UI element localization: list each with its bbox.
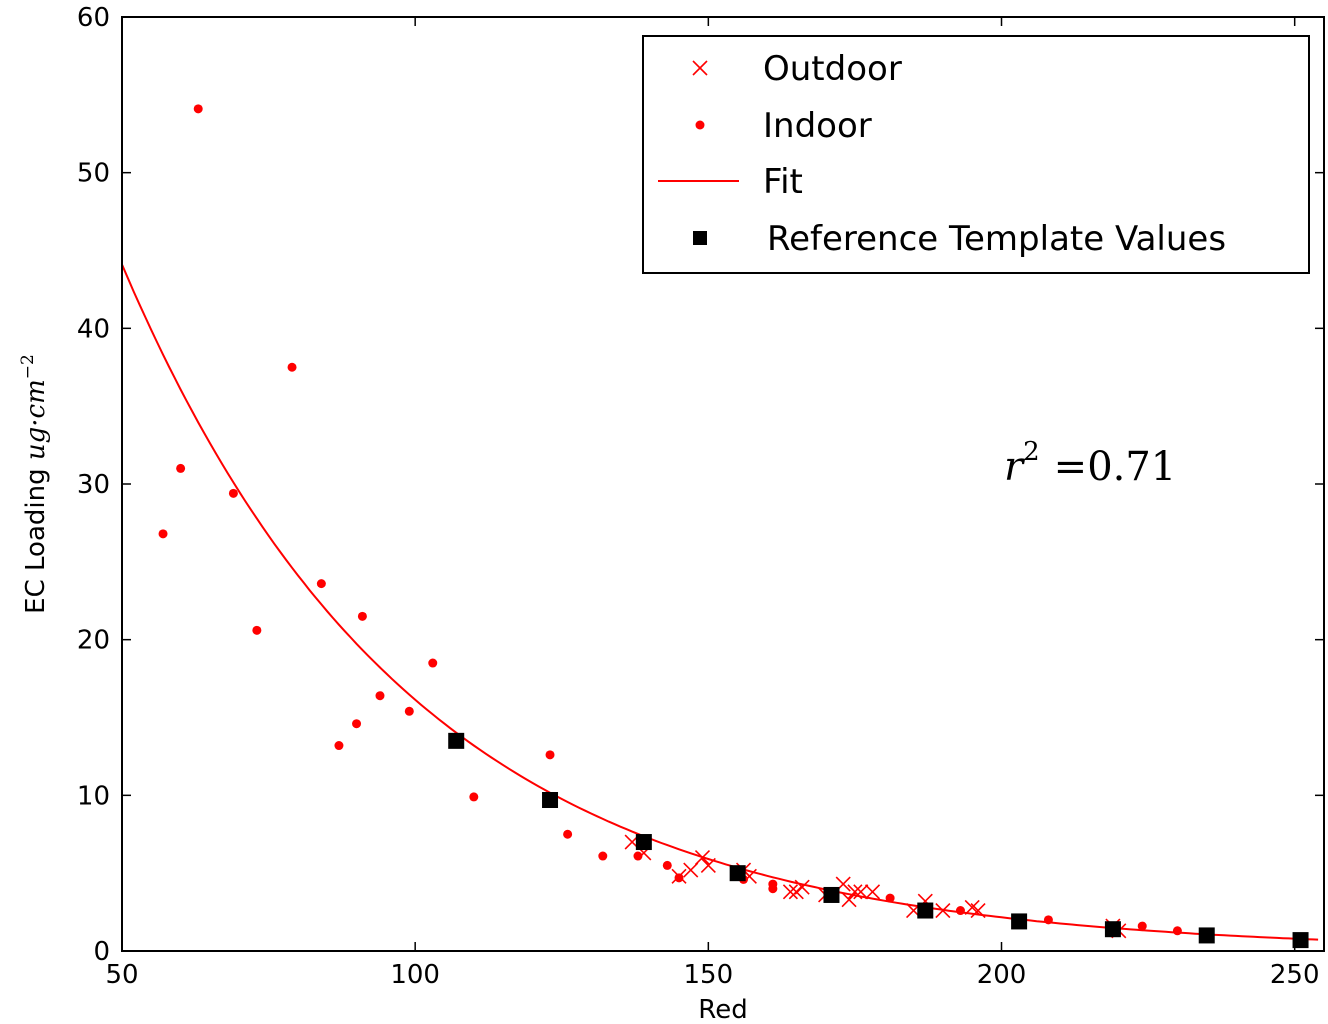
x-tick-label: 200 — [977, 960, 1027, 990]
x-tick-label: 50 — [105, 960, 138, 990]
outdoor-point — [935, 902, 951, 919]
reference-point — [635, 834, 652, 851]
legend: Outdoor Indoor Fit Reference Template Value… — [642, 35, 1310, 274]
legend-label: Fit — [763, 162, 803, 202]
outdoor-point — [853, 884, 869, 900]
outdoor-point — [841, 892, 857, 908]
indoor-point — [352, 719, 362, 729]
outdoor-point — [700, 857, 716, 873]
reference-point — [448, 732, 465, 749]
indoor-point — [252, 625, 262, 635]
indoor-point — [193, 104, 203, 114]
indoor-point — [545, 750, 555, 760]
outdoor-point — [782, 884, 798, 900]
x-tick-label: 150 — [684, 960, 734, 990]
y-axis-label-units: ug·cm — [21, 379, 51, 460]
legend-label: Outdoor — [763, 49, 902, 89]
y-axis-label: EC Loading ug·cm−2 — [18, 354, 51, 614]
indoor-point — [375, 691, 385, 701]
r-squared-value: =0.71 — [1054, 444, 1177, 490]
reference-point — [1198, 927, 1215, 944]
reference-point — [1011, 913, 1028, 930]
outdoor-point — [970, 902, 986, 919]
fit-curve — [121, 264, 1319, 941]
indoor-point — [768, 884, 778, 894]
tick-layer: 50 100 150 200 250 0 10 20 30 40 50 60 — [77, 3, 1324, 990]
indoor-point — [633, 851, 643, 861]
legend-reference-marker — [693, 231, 707, 245]
x-tick-label: 100 — [390, 960, 440, 990]
indoor-point — [176, 463, 186, 473]
y-axis-label-text: EC Loading — [21, 460, 51, 614]
reference-point — [823, 886, 840, 903]
outdoor-point — [794, 879, 810, 895]
indoor-point — [955, 906, 965, 916]
legend-outdoor-marker — [692, 60, 708, 76]
legend-label: Reference Template Values — [767, 219, 1226, 259]
legend-items: Outdoor Indoor Fit Reference Template Value… — [658, 49, 1226, 259]
indoor-point — [563, 829, 573, 839]
reference-point — [729, 865, 746, 882]
indoor-point — [404, 706, 414, 716]
x-axis-label: Red — [698, 995, 747, 1024]
reference-point — [542, 792, 559, 809]
reference-point — [1292, 932, 1309, 949]
y-tick-label: 50 — [77, 159, 110, 189]
indoor-point — [158, 529, 168, 539]
indoor-point — [228, 488, 238, 498]
outdoor-point — [864, 884, 881, 900]
r-squared-annotation: r2 =0.71 — [1004, 437, 1176, 490]
y-axis-label-exponent: −2 — [18, 354, 38, 379]
indoor-point — [357, 611, 367, 621]
indoor-point — [885, 893, 895, 903]
y-tick-label: 20 — [77, 626, 110, 656]
legend-indoor-marker — [695, 120, 705, 130]
indoor-point — [428, 658, 438, 668]
x-tick-label: 250 — [1270, 960, 1320, 990]
y-tick-label: 10 — [77, 781, 110, 811]
indoor-point — [1172, 926, 1182, 936]
data-layer — [121, 104, 1319, 949]
legend-box — [642, 35, 1310, 274]
indoor-point — [334, 741, 344, 751]
legend-label: Indoor — [763, 106, 872, 146]
indoor-point — [674, 873, 684, 883]
outdoor-point — [671, 868, 687, 884]
indoor-point — [469, 792, 479, 802]
indoor-point — [598, 851, 608, 861]
indoor-point — [1043, 915, 1053, 925]
reference-point — [917, 902, 934, 919]
indoor-point — [1137, 921, 1147, 931]
y-tick-label: 30 — [77, 470, 110, 500]
outdoor-point — [847, 884, 863, 900]
reference-point — [1104, 921, 1121, 938]
indoor-point — [316, 579, 326, 589]
y-tick-label: 60 — [77, 3, 110, 33]
r-exponent: 2 — [1023, 437, 1040, 467]
y-tick-label: 40 — [77, 314, 110, 344]
outdoor-point — [694, 850, 711, 866]
indoor-point — [662, 860, 672, 870]
outdoor-point — [683, 862, 699, 878]
r-symbol: r — [1004, 444, 1026, 490]
indoor-point — [287, 362, 297, 372]
outdoor-point — [788, 884, 804, 900]
y-tick-label: 0 — [93, 937, 110, 967]
